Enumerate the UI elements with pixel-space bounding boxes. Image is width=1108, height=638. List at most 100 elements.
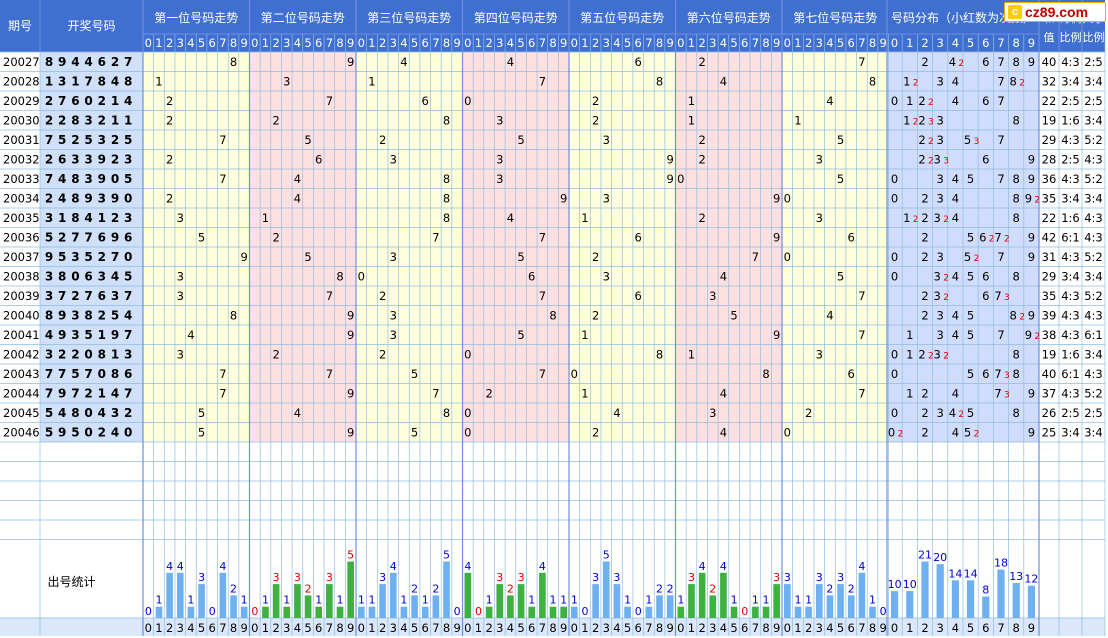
winning-digit: 8 [71, 406, 79, 420]
distribution-total-bar [982, 596, 990, 618]
winning-digit: 8 [71, 172, 79, 186]
stat-axis-digit: 6 [528, 621, 535, 635]
distribution-total-label: 10 [903, 578, 917, 591]
sum-value-cell: 22 [1042, 211, 1057, 225]
distribution-digit: 3 [934, 211, 941, 225]
digit-header: 0 [677, 36, 684, 50]
distribution-digit: 2 [918, 153, 925, 167]
stat-axis-digit: 6 [848, 621, 855, 635]
winning-digit: 8 [111, 367, 119, 381]
stat-bar-label: 4 [539, 560, 546, 573]
winning-digit: 3 [45, 348, 53, 362]
stat-axis-digit: 6 [635, 621, 642, 635]
stat-bar [624, 606, 631, 618]
digit-header: 9 [560, 36, 567, 50]
stat-bar-label: 1 [337, 594, 344, 607]
winning-digit: 6 [98, 289, 106, 303]
stat-bar [219, 572, 227, 618]
digit-header: 6 [848, 36, 855, 50]
distribution-digit: 3 [937, 192, 944, 206]
winning-digit: 3 [71, 309, 79, 323]
winning-digit: 8 [45, 55, 53, 69]
period-cell: 20030 [3, 114, 40, 128]
stat-axis-digit: 7 [997, 621, 1004, 635]
sum-value-cell: 37 [1042, 387, 1057, 401]
winning-digit: 1 [71, 75, 79, 89]
distribution-total-label: 14 [964, 567, 978, 580]
digit-header: 8 [762, 36, 769, 50]
position-trend-digit: 0 [784, 192, 791, 206]
stat-axis-digit: 2 [698, 621, 705, 635]
digit-header: 2 [166, 36, 173, 50]
winning-digit: 7 [71, 387, 79, 401]
position-trend-digit: 9 [773, 231, 780, 245]
winning-digit: 7 [58, 367, 66, 381]
stat-axis-digit: 0 [784, 621, 791, 635]
stat-bar [315, 606, 323, 618]
big-small-cell: 3:4 [1084, 348, 1103, 362]
distribution-digit: 0 [891, 172, 898, 186]
digit-header: 8 [336, 36, 343, 50]
position-trend-digit: 7 [858, 289, 865, 303]
distribution-count: 2 [1019, 79, 1025, 89]
distribution-digit: 0 [891, 250, 898, 264]
digit-header: 9 [454, 36, 461, 50]
distribution-digit: 9 [1025, 192, 1032, 206]
digit-header: 4 [507, 36, 514, 50]
distribution-digit: 7 [994, 289, 1001, 303]
position-group-header-1: 第一位号码走势 [154, 10, 238, 25]
position-trend-digit: 2 [166, 94, 173, 108]
position-trend-digit: 4 [400, 55, 407, 69]
odd-even-cell: 4:3 [1061, 309, 1080, 323]
distribution-digit: 3 [937, 75, 944, 89]
distribution-digit: 7 [997, 250, 1004, 264]
position-trend-digit: 7 [219, 367, 226, 381]
distribution-digit: 7 [997, 55, 1004, 69]
position-trend-digit: 3 [816, 348, 823, 362]
stat-bar [166, 572, 173, 618]
winning-digit: 9 [111, 231, 119, 245]
stat-bar [720, 572, 727, 618]
big-small-cell: 2:5 [1084, 406, 1103, 420]
digit-header: 5 [730, 36, 737, 50]
distribution-digit: 3 [937, 250, 944, 264]
stat-axis-digit: 7 [539, 621, 546, 635]
distribution-digit: 1 [906, 94, 913, 108]
stat-axis-digit: 5 [517, 621, 524, 635]
position-trend-digit: 3 [177, 211, 184, 225]
digit-header: 4 [400, 36, 407, 50]
winning-digit: 2 [71, 289, 79, 303]
distribution-digit: 9 [1028, 231, 1035, 245]
digit-header: 1 [688, 36, 695, 50]
stat-bar [272, 584, 280, 618]
big-small-header: 比例 [1083, 30, 1105, 44]
stat-bar [283, 606, 291, 618]
distribution-count: 2 [928, 137, 934, 147]
distribution-digit: 6 [979, 231, 986, 245]
odd-even-cell: 4:3 [1061, 289, 1080, 303]
stat-axis-digit: 4 [613, 621, 620, 635]
stat-axis-digit: 1 [262, 621, 269, 635]
winning-digit: 7 [58, 289, 66, 303]
distribution-count: 2 [958, 410, 964, 420]
sum-value-cell: 29 [1042, 270, 1057, 284]
stat-axis-digit: 2 [272, 621, 279, 635]
big-small-cell: 4:3 [1084, 153, 1103, 167]
distribution-digit: 5 [967, 270, 974, 284]
distribution-digit: 2 [921, 289, 928, 303]
position-trend-digit: 5 [304, 133, 311, 147]
stat-bar [773, 584, 780, 618]
stat-axis-digit: 4 [952, 621, 959, 635]
winning-digit: 2 [45, 94, 53, 108]
position-trend-digit: 3 [816, 211, 823, 225]
digit-header: 5 [967, 36, 974, 50]
big-small-cell: 2:5 [1084, 55, 1103, 69]
position-trend-digit: 4 [294, 192, 301, 206]
stat-axis-digit: 6 [982, 621, 989, 635]
distribution-digit: 4 [949, 55, 956, 69]
odd-even-cell: 3:4 [1061, 75, 1080, 89]
position-trend-digit: 5 [730, 309, 737, 323]
site-watermark-logo[interactable]: c cz89.com [1004, 2, 1106, 22]
odd-even-cell: 1:6 [1061, 211, 1080, 225]
odd-even-cell: 4:3 [1061, 387, 1080, 401]
